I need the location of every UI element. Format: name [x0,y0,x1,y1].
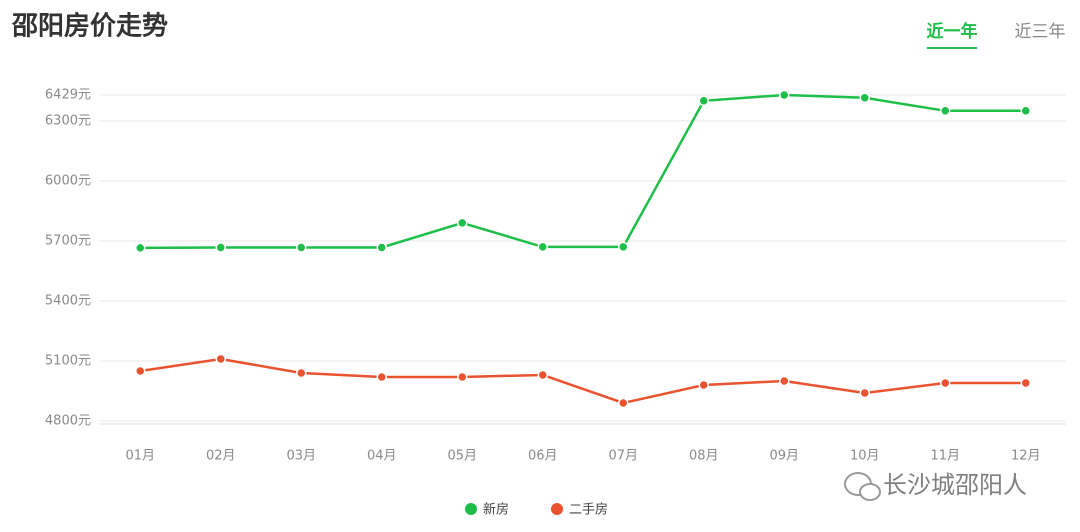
data-point [940,105,951,117]
x-tick-label: 11月 [930,449,960,464]
y-tick-label: 5400元 [45,293,91,308]
data-point [618,397,629,409]
y-tick-label: 4800元 [45,414,91,429]
series-line [140,93,1026,250]
data-point [779,89,790,101]
x-tick-label: 02月 [206,449,236,464]
x-tick-label: 12月 [1011,449,1041,464]
data-point [537,369,548,381]
legend-marker [551,503,563,515]
data-point [457,217,468,229]
tab[interactable]: 近三年 [1015,22,1066,42]
data-point [296,367,307,379]
tab[interactable]: 近一年 [927,21,978,42]
data-point [457,371,468,383]
data-point [215,242,226,253]
x-tick-label: 05月 [447,449,477,464]
data-point [296,242,307,253]
data-point [698,95,709,107]
data-point [940,377,951,389]
data-point [537,241,548,253]
data-point [135,242,146,254]
x-tick-label: 01月 [125,449,155,464]
data-point [779,375,790,387]
watermark-text: 长沙城邵阳人 [883,471,1027,499]
legend-marker [465,503,477,515]
legend-label: 二手房 [569,502,608,518]
x-tick-label: 10月 [850,449,880,464]
data-point [135,365,146,377]
data-point [618,241,629,253]
y-tick-label: 5100元 [45,353,91,368]
y-tick-label: 6300元 [45,113,91,128]
chart-title: 邵阳房价走势 [11,12,168,42]
data-point [698,379,709,391]
data-point [215,353,226,365]
data-point [376,371,387,383]
x-tick-label: 04月 [367,449,397,464]
series-line [140,357,1026,405]
x-tick-label: 06月 [528,449,558,464]
data-point [1020,377,1031,389]
legend-label: 新房 [483,502,509,518]
y-tick-label: 6429元 [45,88,91,103]
x-tick-label: 08月 [689,449,719,464]
x-tick-label: 03月 [286,449,316,464]
watermark: 长沙城邵阳人 [844,471,1027,501]
data-point [376,242,387,253]
data-point [859,92,870,104]
data-point [859,387,870,399]
y-tick-label: 5700元 [45,233,91,248]
y-tick-label: 6000元 [45,173,91,188]
x-tick-label: 07月 [608,449,638,464]
data-point [1020,105,1031,117]
x-tick-label: 09月 [769,449,799,464]
watermark-icon [859,483,881,501]
